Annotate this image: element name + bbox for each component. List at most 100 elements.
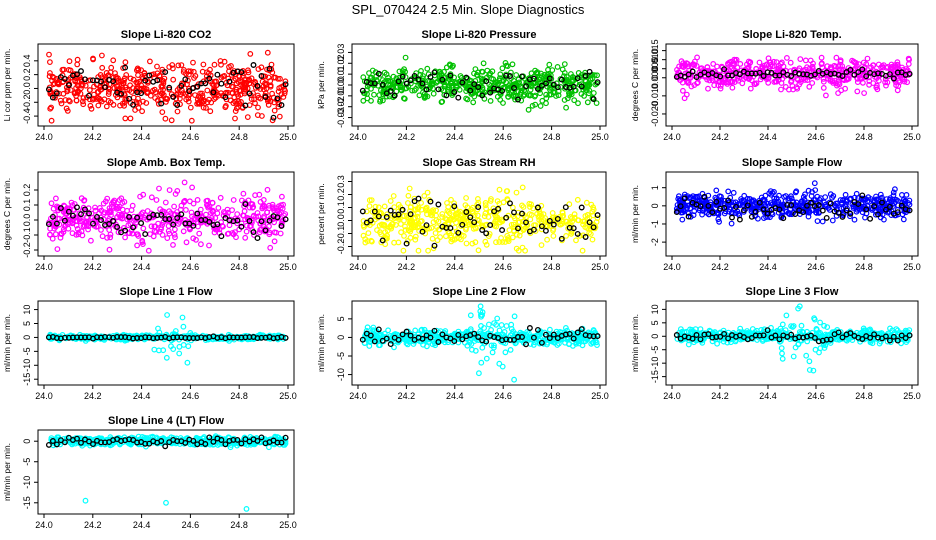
data-point — [422, 93, 429, 100]
reference-point — [387, 341, 394, 348]
data-point — [796, 65, 803, 72]
reference-point — [375, 213, 382, 220]
data-point — [180, 66, 187, 73]
y-tick-label: 0.2 — [336, 188, 346, 201]
data-point — [250, 212, 257, 219]
data-point — [158, 96, 164, 103]
data-point — [78, 77, 85, 83]
data-point — [269, 201, 276, 208]
data-point — [753, 80, 760, 87]
y-tick-label: -0.020 — [650, 101, 660, 127]
data-point — [584, 99, 591, 106]
reference-point — [403, 240, 410, 247]
data-point — [502, 349, 509, 356]
data-point — [169, 65, 176, 72]
data-point — [144, 89, 151, 95]
data-point — [890, 189, 897, 196]
reference-point — [383, 214, 390, 220]
data-point — [481, 213, 488, 220]
data-point — [554, 63, 561, 70]
data-point — [361, 223, 367, 230]
reference-point — [455, 229, 462, 236]
data-point — [688, 83, 695, 90]
data-point — [491, 342, 497, 349]
reference-point — [379, 237, 386, 244]
data-point — [66, 58, 73, 65]
data-point — [490, 76, 497, 83]
data-point — [271, 99, 278, 106]
data-point — [365, 230, 372, 237]
data-point — [237, 91, 244, 98]
reference-point — [542, 227, 549, 234]
data-point — [402, 54, 409, 61]
reference-point — [278, 102, 285, 109]
data-point — [265, 74, 272, 81]
reference-point — [534, 204, 541, 211]
data-point — [218, 74, 225, 81]
reference-point — [534, 326, 541, 333]
data-point — [449, 82, 456, 89]
data-point — [901, 198, 908, 205]
reference-point — [538, 339, 545, 346]
reference-point — [158, 100, 165, 107]
data-point — [488, 342, 495, 349]
reference-point — [483, 78, 490, 85]
data-point — [586, 229, 593, 236]
data-point — [103, 69, 110, 76]
data-point — [906, 56, 912, 63]
reference-point — [407, 77, 414, 84]
reference-point — [574, 230, 581, 237]
data-point — [371, 91, 377, 98]
data-point — [860, 79, 866, 86]
data-point — [747, 85, 754, 92]
reference-point — [262, 94, 269, 100]
plot-frame — [665, 43, 919, 127]
reference-point — [407, 332, 414, 339]
reference-point — [447, 335, 454, 342]
data-point — [230, 231, 237, 238]
data-point — [499, 363, 506, 370]
data-point — [124, 207, 130, 214]
data-point — [582, 224, 589, 231]
reference-point — [190, 222, 197, 229]
reference-point — [748, 213, 755, 220]
data-point — [77, 85, 84, 92]
data-point — [685, 341, 692, 348]
data-point — [735, 210, 742, 217]
y-axis-label: kPa per min. — [316, 61, 326, 109]
data-point — [515, 247, 522, 254]
data-point — [237, 88, 244, 94]
data-point — [148, 194, 155, 201]
data-point — [514, 213, 521, 220]
reference-point — [752, 208, 759, 215]
data-point — [544, 341, 550, 348]
data-point — [586, 90, 592, 97]
data-point — [803, 352, 810, 359]
data-point — [537, 90, 543, 97]
data-point — [368, 85, 374, 92]
y-tick-label: 0.1 — [22, 199, 32, 212]
reference-point — [578, 204, 585, 211]
reference-point — [258, 73, 265, 79]
x-tick-label: 24.0 — [35, 262, 53, 272]
data-point — [675, 195, 682, 202]
data-point — [560, 213, 567, 219]
reference-point — [780, 69, 787, 76]
reference-point — [447, 225, 454, 232]
y-axis-label: degrees C per min. — [630, 49, 640, 121]
reference-point — [554, 215, 561, 222]
data-point — [772, 78, 779, 85]
data-point — [494, 214, 501, 221]
data-point — [212, 226, 219, 233]
reference-point — [487, 89, 494, 96]
x-tick-label: 24.6 — [807, 262, 825, 272]
reference-point — [170, 221, 177, 228]
x-tick-label: 24.6 — [494, 262, 512, 272]
y-tick-label: 0.0 — [22, 82, 32, 95]
data-point — [429, 341, 436, 348]
y-tick-label: 1 — [650, 185, 660, 190]
reference-point — [823, 214, 830, 221]
data-point — [91, 83, 97, 90]
data-point — [543, 91, 549, 98]
data-point — [805, 187, 812, 194]
